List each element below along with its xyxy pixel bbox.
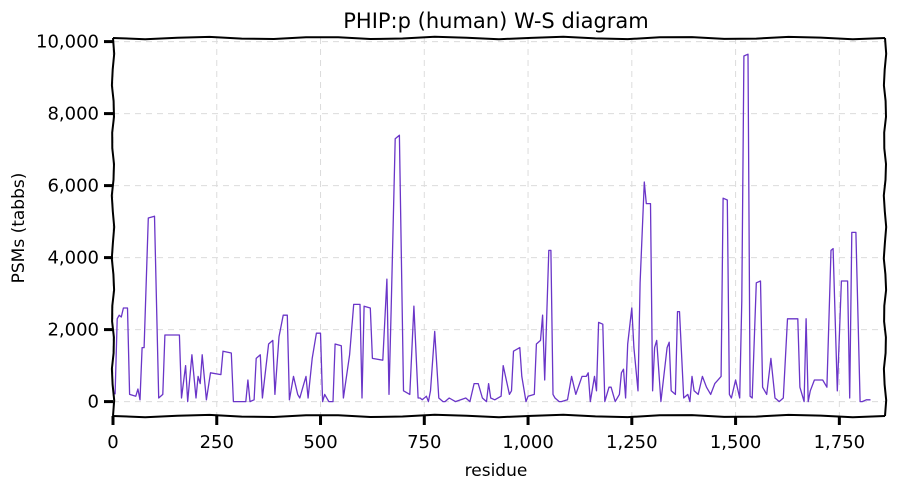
series-layer [114, 53, 871, 403]
x-tick-label: 500 [303, 432, 337, 453]
x-tick-label: 0 [107, 432, 118, 453]
y-tick-label: 2,000 [47, 320, 99, 341]
y-tick-label: 10,000 [36, 32, 99, 53]
x-axis-ticks: 0 250 500 750 1,000 1,250 1,500 1,750 [107, 416, 865, 453]
frame-top [112, 35, 886, 41]
frame-bottom [112, 413, 886, 419]
grid-lines [112, 38, 885, 416]
y-axis-label: PSMs (tabbs) [9, 173, 29, 284]
y-tick-label: 6,000 [47, 176, 99, 197]
x-tick-label: 1,500 [710, 432, 762, 453]
y-axis-ticks: 0 2,000 4,000 6,000 8,000 10,000 [36, 32, 113, 413]
x-tick-label: 1,250 [606, 432, 658, 453]
x-tick-label: 1,750 [814, 432, 866, 453]
chart-title: PHIP:p (human) W-S diagram [343, 9, 649, 33]
x-tick-label: 750 [407, 432, 441, 453]
frame-left [110, 37, 116, 417]
plot-frame [110, 35, 888, 419]
y-tick-label: 0 [88, 392, 99, 413]
x-axis-label: residue [465, 461, 528, 481]
series-line [114, 53, 871, 403]
y-tick-label: 8,000 [47, 104, 99, 125]
x-tick-label: 1,000 [502, 432, 554, 453]
frame-right [882, 37, 888, 417]
y-tick-label: 4,000 [47, 248, 99, 269]
x-tick-label: 250 [200, 432, 234, 453]
